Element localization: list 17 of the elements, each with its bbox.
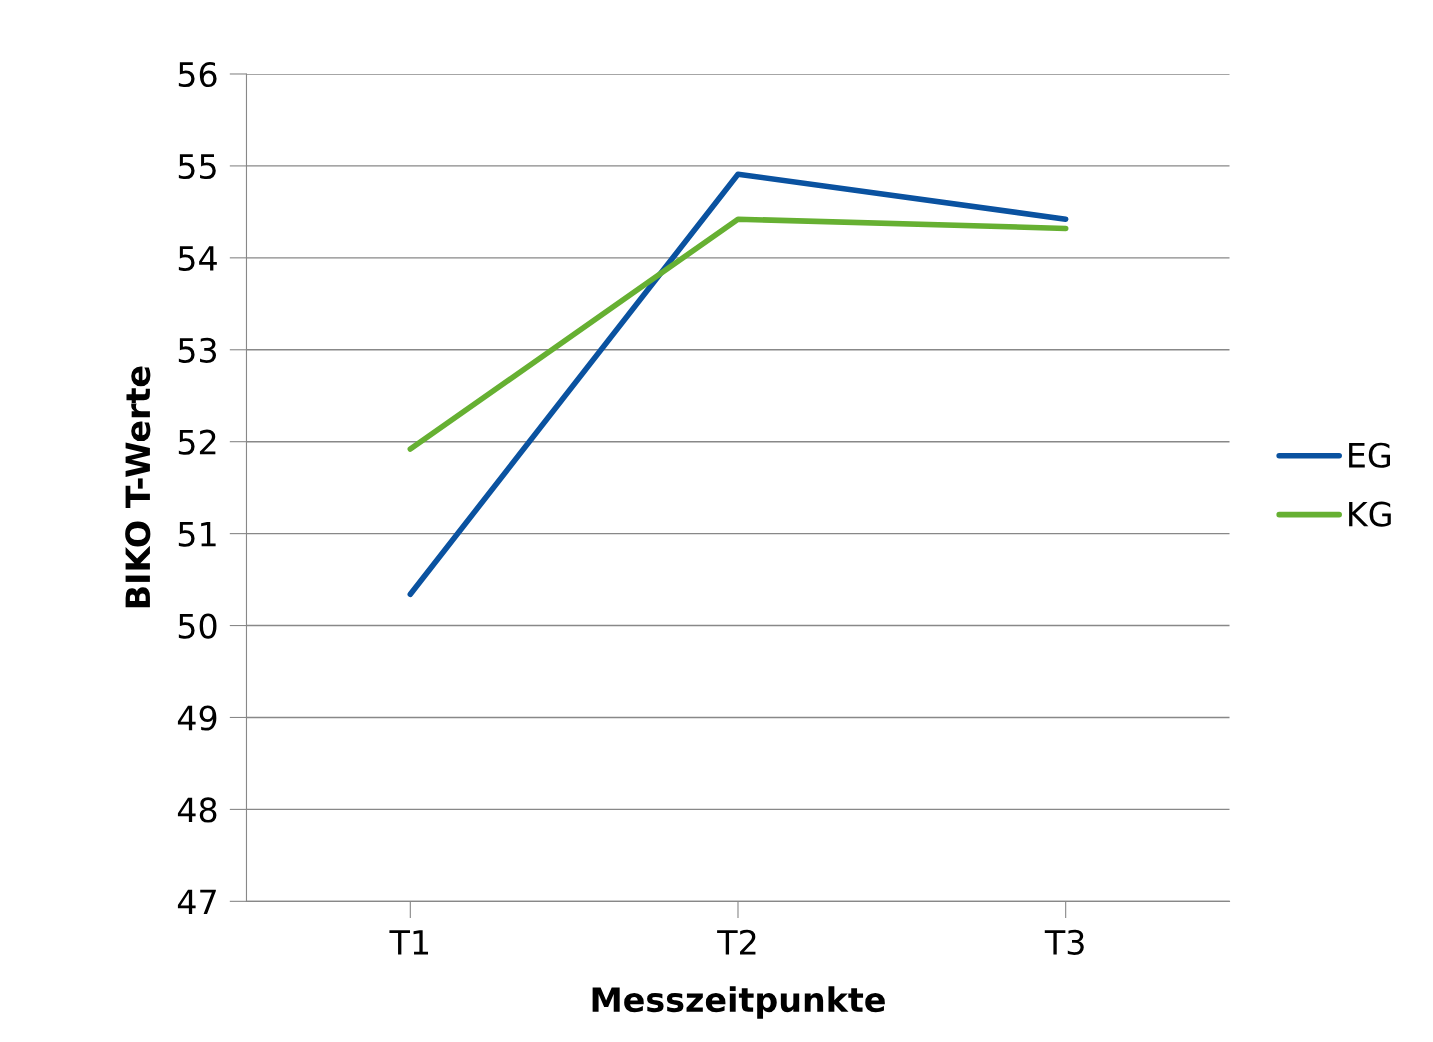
y-tick-label: 51 (178, 521, 216, 547)
y-tick-label: 48 (177, 797, 217, 823)
legend-label: KG (1349, 501, 1391, 527)
x-tick-label: T1 (389, 930, 429, 955)
y-tick-label: 53 (178, 337, 217, 363)
legend-label: EG (1349, 442, 1390, 468)
y-tick-label: 47 (177, 889, 216, 914)
x-tick-label: T2 (717, 929, 756, 955)
y-tick-label: 54 (178, 246, 217, 271)
y-axis-title: BIKO T-Werte (125, 366, 151, 608)
y-tick-label: 56 (178, 61, 217, 88)
x-axis-title: Messzeitpunkte (592, 986, 885, 1019)
y-tick-label: 52 (178, 429, 216, 455)
y-tick-label: 55 (178, 154, 216, 180)
y-tick-label: 49 (177, 705, 217, 731)
y-tick-label: 50 (178, 613, 217, 639)
x-tick-label: T3 (1044, 929, 1084, 955)
